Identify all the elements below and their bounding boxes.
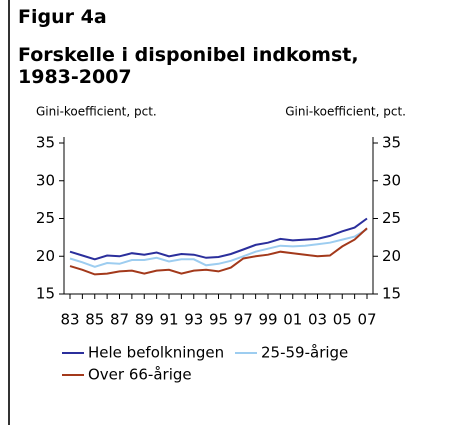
x-tick-label: 97 [234, 311, 253, 329]
y-tick-label: 25 [36, 209, 55, 227]
x-tick-label: 07 [357, 311, 376, 329]
y2-axis-label: Gini-koefficient, pct. [285, 105, 406, 119]
y-axis-label: Gini-koefficient, pct. [36, 105, 157, 119]
x-tick-label: 01 [283, 311, 302, 329]
x-tick-label: 87 [110, 311, 129, 329]
y2-tick-label: 20 [382, 247, 401, 265]
legend-label: Over 66-årige [88, 366, 192, 384]
y2-tick-label: 25 [382, 209, 401, 227]
series-line [69, 217, 368, 261]
legend-label: 25-59-årige [261, 344, 348, 362]
y-tick-label: 30 [36, 171, 55, 189]
x-tick-label: 83 [60, 311, 79, 329]
x-tick-label: 99 [258, 311, 277, 329]
chart-title: Figur 4a [18, 6, 107, 28]
chart-subtitle: Forskelle i disponibel indkomst, 1983-20… [18, 44, 359, 88]
x-tick-label: 91 [159, 311, 178, 329]
y-tick-label: 20 [36, 247, 55, 265]
series-line [69, 228, 368, 268]
series-line [69, 227, 368, 276]
x-tick-label: 85 [85, 311, 104, 329]
x-tick-label: 05 [333, 311, 352, 329]
x-tick-label: 93 [184, 311, 203, 329]
x-tick-label: 03 [308, 311, 327, 329]
x-tick-label: 95 [209, 311, 228, 329]
y2-tick-label: 30 [382, 171, 401, 189]
frame-line [8, 0, 10, 425]
y-tick-label: 15 [36, 285, 55, 303]
legend-label: Hele befolkningen [88, 344, 224, 362]
x-tick-label: 89 [135, 311, 154, 329]
y2-tick-label: 35 [382, 134, 401, 152]
y2-tick-label: 15 [382, 285, 401, 303]
y-tick-label: 35 [36, 134, 55, 152]
